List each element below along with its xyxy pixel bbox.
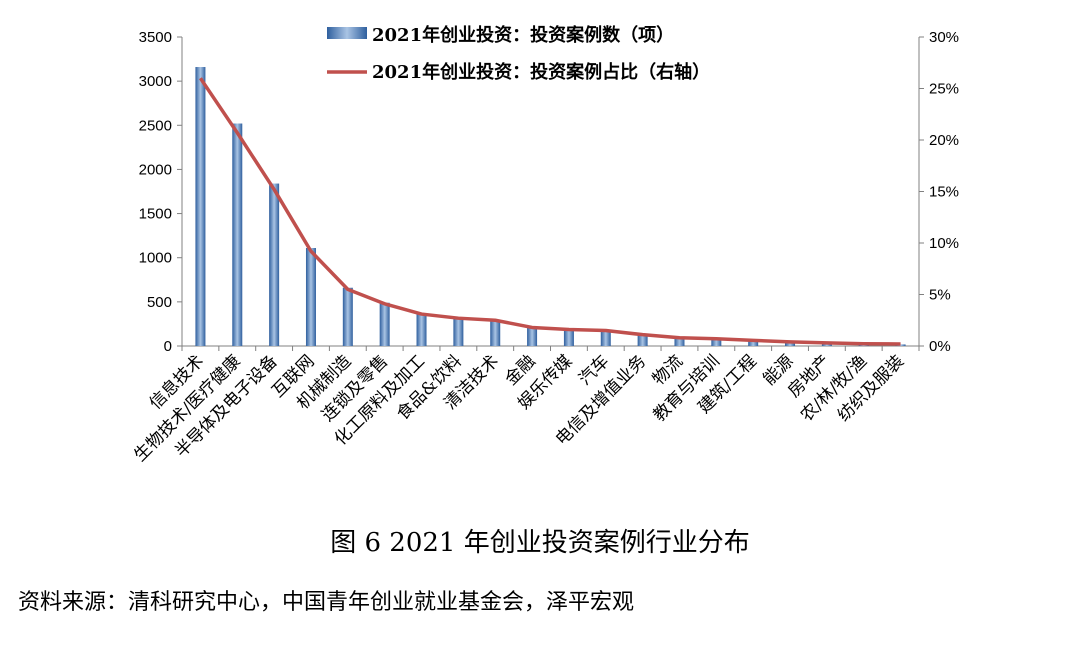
- legend: 2021年创业投资：投资案例数（项） 2021年创业投资：投资案例占比（右轴）: [327, 24, 710, 83]
- right-tick-label: 15%: [929, 184, 959, 201]
- legend-bar-label: 2021年创业投资：投资案例数（项）: [372, 24, 674, 46]
- tick-labels: 0 500 1000 1500 2000 2500 3000 3500 0% 5% 10% 15% 20…: [139, 29, 959, 355]
- right-tick-label: 20%: [929, 132, 959, 149]
- right-tick-label: 25%: [929, 81, 959, 98]
- left-tick-label: 0: [164, 338, 172, 355]
- category-labels: 信息技术生物技术/医疗健康半导体及电子设备互联网机械制造连锁及零售化工原料及加工…: [130, 351, 908, 465]
- bar: [674, 338, 685, 346]
- bar: [600, 330, 611, 346]
- bar: [785, 342, 796, 346]
- left-tick-label: 3500: [139, 29, 172, 46]
- right-tick-label: 5%: [929, 287, 951, 304]
- bar: [305, 248, 316, 346]
- share-line: [198, 77, 901, 346]
- bar: [416, 313, 427, 346]
- bar: [527, 327, 538, 346]
- bar: [711, 339, 722, 346]
- left-tick-label: 500: [147, 294, 172, 311]
- chart-svg: 0 500 1000 1500 2000 2500 3000 3500 0% 5% 10% 15% 20…: [130, 24, 959, 466]
- bar: [895, 344, 906, 346]
- bar: [453, 317, 464, 346]
- bar-series: [195, 67, 906, 347]
- legend-bar-swatch: [327, 27, 367, 39]
- right-tick-label: 10%: [929, 235, 959, 252]
- left-tick-label: 1500: [139, 206, 172, 223]
- bar: [342, 287, 353, 346]
- left-tick-label: 3000: [139, 73, 172, 90]
- bar: [232, 123, 243, 347]
- chart-axes: [177, 36, 924, 351]
- left-tick-label: 2000: [139, 161, 172, 178]
- bar: [195, 67, 206, 346]
- bar: [563, 329, 574, 346]
- legend-line-label: 2021年创业投资：投资案例占比（右轴）: [372, 61, 710, 83]
- left-tick-label: 2500: [139, 117, 172, 134]
- left-tick-label: 1000: [139, 250, 172, 267]
- bar: [748, 340, 759, 346]
- source-note: 资料来源：清科研究中心，中国青年创业就业基金会，泽平宏观: [18, 590, 635, 615]
- right-tick-label: 0%: [929, 338, 951, 355]
- bar: [490, 319, 501, 346]
- right-tick-label: 30%: [929, 29, 959, 46]
- bar: [821, 343, 832, 346]
- line-series: [198, 77, 901, 346]
- bar: [269, 183, 280, 346]
- bar: [379, 302, 390, 346]
- figure-caption: 图 6 2021 年创业投资案例行业分布: [330, 528, 750, 558]
- bar: [637, 333, 648, 346]
